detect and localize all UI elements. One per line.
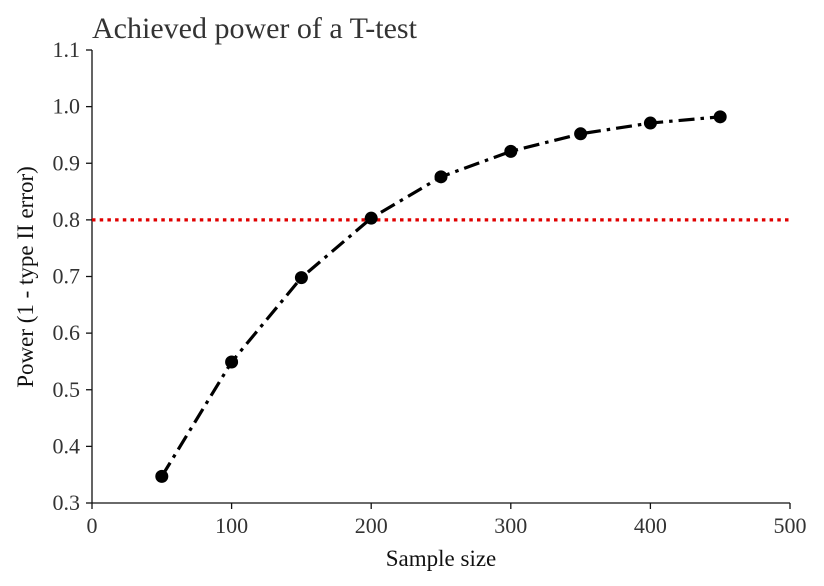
x-tick-label: 500	[774, 513, 807, 538]
chart-title: Achieved power of a T-test	[92, 12, 418, 45]
data-point	[713, 110, 727, 124]
y-tick-label: 0.4	[53, 433, 81, 458]
y-axis-label: Power (1 - type II error)	[13, 166, 38, 388]
data-point	[364, 211, 378, 225]
data-point	[434, 170, 448, 184]
data-point	[294, 271, 308, 285]
x-ticks: 0 100 200 300 400 500	[87, 503, 807, 538]
x-tick-label: 100	[215, 513, 248, 538]
y-tick-label: 0.5	[53, 377, 81, 402]
data-point	[155, 469, 169, 483]
y-ticks: 0.3 0.4 0.5 0.6 0.7 0.8 0.9 1.0 1.1	[53, 37, 92, 515]
data-point	[643, 116, 657, 130]
y-tick-label: 1.0	[53, 94, 81, 119]
x-tick-label: 300	[494, 513, 527, 538]
y-tick-label: 0.3	[53, 490, 81, 515]
data-point	[504, 144, 518, 158]
y-tick-label: 0.7	[53, 264, 81, 289]
y-tick-label: 0.9	[53, 150, 81, 175]
y-tick-label: 1.1	[53, 37, 81, 62]
x-axis-label: Sample size	[386, 546, 497, 571]
series-points	[155, 110, 727, 483]
y-tick-label: 0.8	[53, 207, 81, 232]
data-point	[225, 355, 239, 369]
y-tick-label: 0.6	[53, 320, 81, 345]
x-tick-label: 0	[87, 513, 98, 538]
data-point	[574, 127, 588, 141]
x-tick-label: 200	[355, 513, 388, 538]
x-tick-label: 400	[634, 513, 667, 538]
